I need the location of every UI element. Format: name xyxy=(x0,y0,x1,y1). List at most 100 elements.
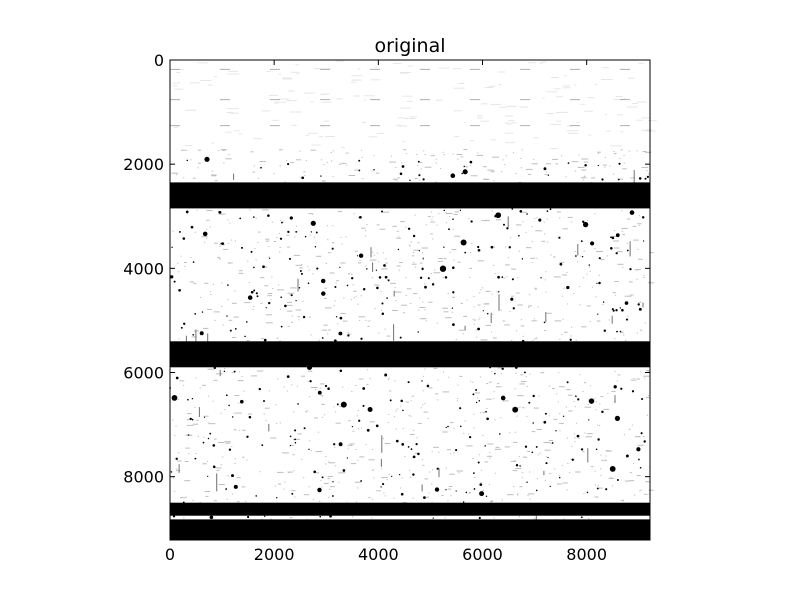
speckle xyxy=(311,387,318,388)
speckle xyxy=(519,406,521,408)
star xyxy=(610,247,613,250)
speckle xyxy=(469,492,471,494)
speckle xyxy=(620,499,624,501)
texture-dash xyxy=(409,116,418,118)
speckle xyxy=(277,337,279,339)
speckle xyxy=(373,477,375,479)
star xyxy=(612,309,615,312)
star xyxy=(447,425,449,428)
speckle xyxy=(392,178,397,180)
texture-dash xyxy=(274,102,279,104)
speckle xyxy=(560,155,562,157)
speckle xyxy=(599,403,601,405)
speckle xyxy=(310,334,312,336)
speckle xyxy=(389,161,396,163)
star xyxy=(389,399,392,402)
speckle xyxy=(577,261,579,263)
speckle xyxy=(509,432,511,434)
star xyxy=(535,489,538,492)
star xyxy=(515,463,519,467)
star xyxy=(360,337,363,340)
speckle xyxy=(470,165,472,167)
speckle xyxy=(383,492,385,494)
speckle xyxy=(228,243,230,244)
speckle xyxy=(367,326,370,327)
speckle xyxy=(186,213,188,215)
speckle xyxy=(573,293,575,295)
speckle xyxy=(639,490,641,492)
speckle xyxy=(451,249,457,251)
speckle xyxy=(520,374,524,376)
speckle xyxy=(530,257,536,259)
speckle xyxy=(640,489,642,491)
texture-dash xyxy=(324,120,330,122)
texture-dash xyxy=(172,82,180,84)
star xyxy=(580,240,583,243)
star xyxy=(253,289,256,292)
speckle xyxy=(357,303,359,305)
star xyxy=(373,168,375,171)
star xyxy=(577,398,580,401)
texture-dash xyxy=(290,71,300,73)
speckle xyxy=(609,165,611,167)
star xyxy=(295,299,297,302)
speckle xyxy=(219,258,221,259)
speckle xyxy=(231,302,237,304)
speckle xyxy=(507,494,514,496)
speckle xyxy=(267,295,273,297)
speckle xyxy=(171,172,179,174)
texture-dash xyxy=(576,122,580,123)
texture-dash xyxy=(407,65,413,67)
texture-dash xyxy=(335,60,344,62)
speckle xyxy=(359,319,361,321)
speckle xyxy=(394,287,396,289)
speckle xyxy=(234,395,240,396)
star xyxy=(248,415,252,419)
speckle xyxy=(352,516,354,518)
speckle xyxy=(626,242,628,244)
speckle xyxy=(243,390,245,392)
speckle xyxy=(497,383,500,385)
star xyxy=(358,169,361,172)
star xyxy=(199,331,204,336)
star xyxy=(291,492,294,495)
speckle xyxy=(558,372,560,373)
speckle xyxy=(241,486,246,488)
speckle xyxy=(500,171,503,173)
speckle xyxy=(318,339,320,341)
speckle xyxy=(472,318,474,320)
speckle xyxy=(394,179,398,181)
speckle xyxy=(231,372,233,374)
star xyxy=(315,231,318,234)
speckle xyxy=(548,385,551,387)
star xyxy=(287,230,290,234)
speckle xyxy=(547,241,549,243)
speckle xyxy=(645,151,652,153)
speckle xyxy=(475,329,477,331)
star xyxy=(294,441,297,444)
speckle xyxy=(345,236,347,238)
star xyxy=(450,173,456,179)
star xyxy=(400,492,404,496)
speckle xyxy=(402,502,407,503)
speckle xyxy=(375,172,380,174)
speckle xyxy=(401,304,408,306)
speckle xyxy=(594,484,596,486)
speckle xyxy=(371,517,373,519)
speckle xyxy=(469,267,472,269)
speckle xyxy=(275,423,278,425)
speckle xyxy=(583,161,588,163)
speckle xyxy=(289,517,293,519)
speckle xyxy=(478,319,480,321)
speckle xyxy=(255,217,257,219)
speckle xyxy=(583,250,585,252)
speckle xyxy=(525,247,532,249)
speckle xyxy=(287,292,294,294)
speckle xyxy=(411,255,415,257)
speckle xyxy=(633,378,635,379)
speckle xyxy=(265,238,270,240)
speckle xyxy=(314,417,318,419)
speckle xyxy=(350,463,357,465)
speckle xyxy=(558,475,560,477)
speckle xyxy=(624,480,630,482)
